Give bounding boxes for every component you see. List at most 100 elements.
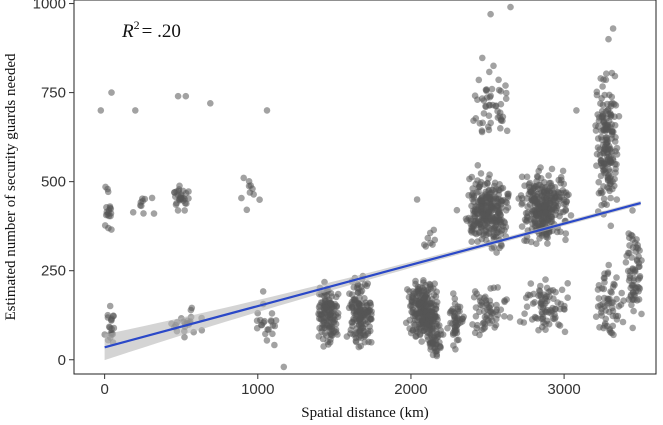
data-point — [628, 254, 636, 261]
data-point — [468, 202, 475, 210]
data-point — [460, 313, 468, 321]
data-point — [608, 289, 615, 296]
data-point — [605, 261, 612, 269]
data-point — [486, 319, 494, 327]
data-point — [414, 309, 422, 316]
data-point — [601, 279, 608, 286]
data-point — [596, 152, 604, 159]
data-point — [334, 313, 342, 321]
data-point — [187, 306, 195, 314]
confidence-band — [104, 200, 641, 361]
data-point — [368, 339, 375, 346]
data-point — [606, 91, 613, 99]
data-point — [551, 315, 558, 323]
data-point — [542, 209, 549, 217]
y-tick-label: 500 — [41, 174, 66, 191]
data-point — [554, 299, 561, 306]
data-point — [597, 302, 604, 309]
data-point — [550, 295, 557, 303]
data-point — [523, 303, 531, 311]
data-point — [558, 194, 566, 201]
data-point — [238, 194, 245, 202]
data-point — [562, 230, 570, 237]
y-tick-label: 750 — [41, 85, 66, 102]
data-point — [558, 286, 566, 294]
data-point — [559, 167, 567, 175]
data-point — [603, 70, 610, 77]
data-point — [542, 326, 549, 334]
data-point — [493, 249, 500, 256]
data-point — [492, 102, 500, 109]
data-point — [324, 311, 331, 319]
data-point — [602, 169, 610, 176]
data-point — [453, 336, 461, 344]
data-point — [595, 295, 603, 302]
data-point — [327, 330, 335, 338]
data-point — [487, 10, 494, 18]
data-point — [469, 195, 476, 203]
data-point — [535, 204, 542, 212]
data-point — [453, 206, 461, 214]
data-point — [606, 308, 613, 316]
y-tick-label: 250 — [41, 263, 66, 280]
data-point — [618, 289, 625, 297]
data-point — [487, 285, 494, 292]
data-point — [503, 296, 510, 303]
data-point — [636, 263, 643, 270]
data-point — [556, 212, 563, 220]
data-point — [366, 316, 374, 324]
data-point — [615, 303, 623, 310]
data-point — [563, 198, 571, 205]
data-point — [517, 192, 525, 199]
data-point — [421, 295, 428, 302]
data-point — [129, 209, 137, 216]
data-point — [567, 212, 575, 219]
data-point — [493, 206, 501, 214]
data-point — [528, 188, 535, 196]
data-point — [487, 119, 495, 127]
regression-line — [104, 201, 641, 349]
data-point — [553, 204, 560, 212]
data-point — [472, 313, 480, 320]
data-point — [536, 235, 543, 242]
data-point — [547, 205, 554, 213]
data-point — [491, 324, 499, 331]
data-point — [353, 284, 361, 292]
data-point — [347, 301, 354, 309]
r-superscript: 2 — [134, 18, 140, 32]
data-point — [140, 210, 147, 217]
data-point — [561, 328, 569, 336]
data-point — [593, 88, 601, 96]
data-point — [497, 125, 504, 132]
data-point — [315, 333, 323, 340]
x-tick-label: 0 — [100, 381, 108, 398]
data-point — [561, 302, 568, 310]
data-point — [629, 324, 636, 332]
data-point — [327, 299, 335, 307]
data-point — [613, 295, 620, 303]
data-point — [562, 189, 570, 196]
data-point — [412, 333, 420, 340]
data-point — [334, 290, 342, 298]
data-point — [429, 241, 436, 248]
data-point — [627, 291, 635, 299]
data-point — [479, 119, 487, 127]
data-point — [428, 295, 436, 303]
data-point — [485, 112, 493, 119]
data-point — [97, 107, 105, 114]
data-point — [482, 297, 490, 304]
data-point — [360, 327, 368, 335]
data-point — [250, 191, 257, 198]
data-point — [623, 252, 630, 260]
data-point — [634, 241, 641, 249]
data-point — [528, 210, 535, 218]
data-point — [485, 187, 492, 194]
data-point — [483, 94, 491, 101]
data-point — [320, 319, 328, 326]
x-axis-label: Spatial distance (km) — [301, 405, 428, 421]
data-point — [257, 316, 264, 324]
data-point — [564, 294, 571, 302]
data-point — [473, 209, 481, 217]
data-point — [269, 330, 276, 338]
data-point — [532, 218, 539, 226]
